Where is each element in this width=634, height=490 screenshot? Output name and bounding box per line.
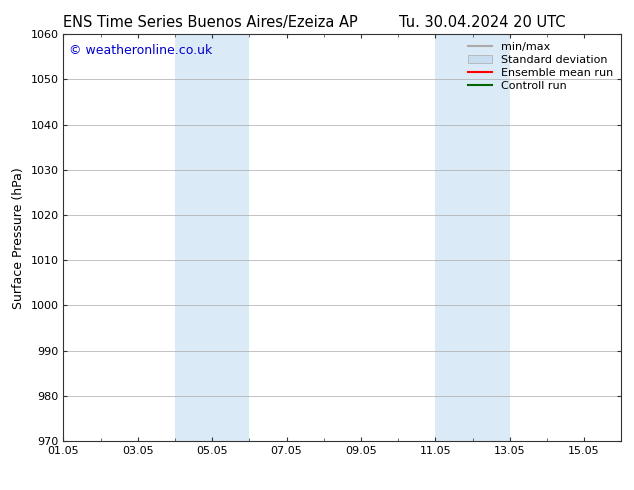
Text: ENS Time Series Buenos Aires/Ezeiza AP: ENS Time Series Buenos Aires/Ezeiza AP <box>63 15 358 30</box>
Y-axis label: Surface Pressure (hPa): Surface Pressure (hPa) <box>12 167 25 309</box>
Text: © weatheronline.co.uk: © weatheronline.co.uk <box>69 45 212 57</box>
Legend: min/max, Standard deviation, Ensemble mean run, Controll run: min/max, Standard deviation, Ensemble me… <box>463 38 618 95</box>
Text: Tu. 30.04.2024 20 UTC: Tu. 30.04.2024 20 UTC <box>399 15 566 30</box>
Bar <box>436 34 510 441</box>
Bar <box>175 34 249 441</box>
